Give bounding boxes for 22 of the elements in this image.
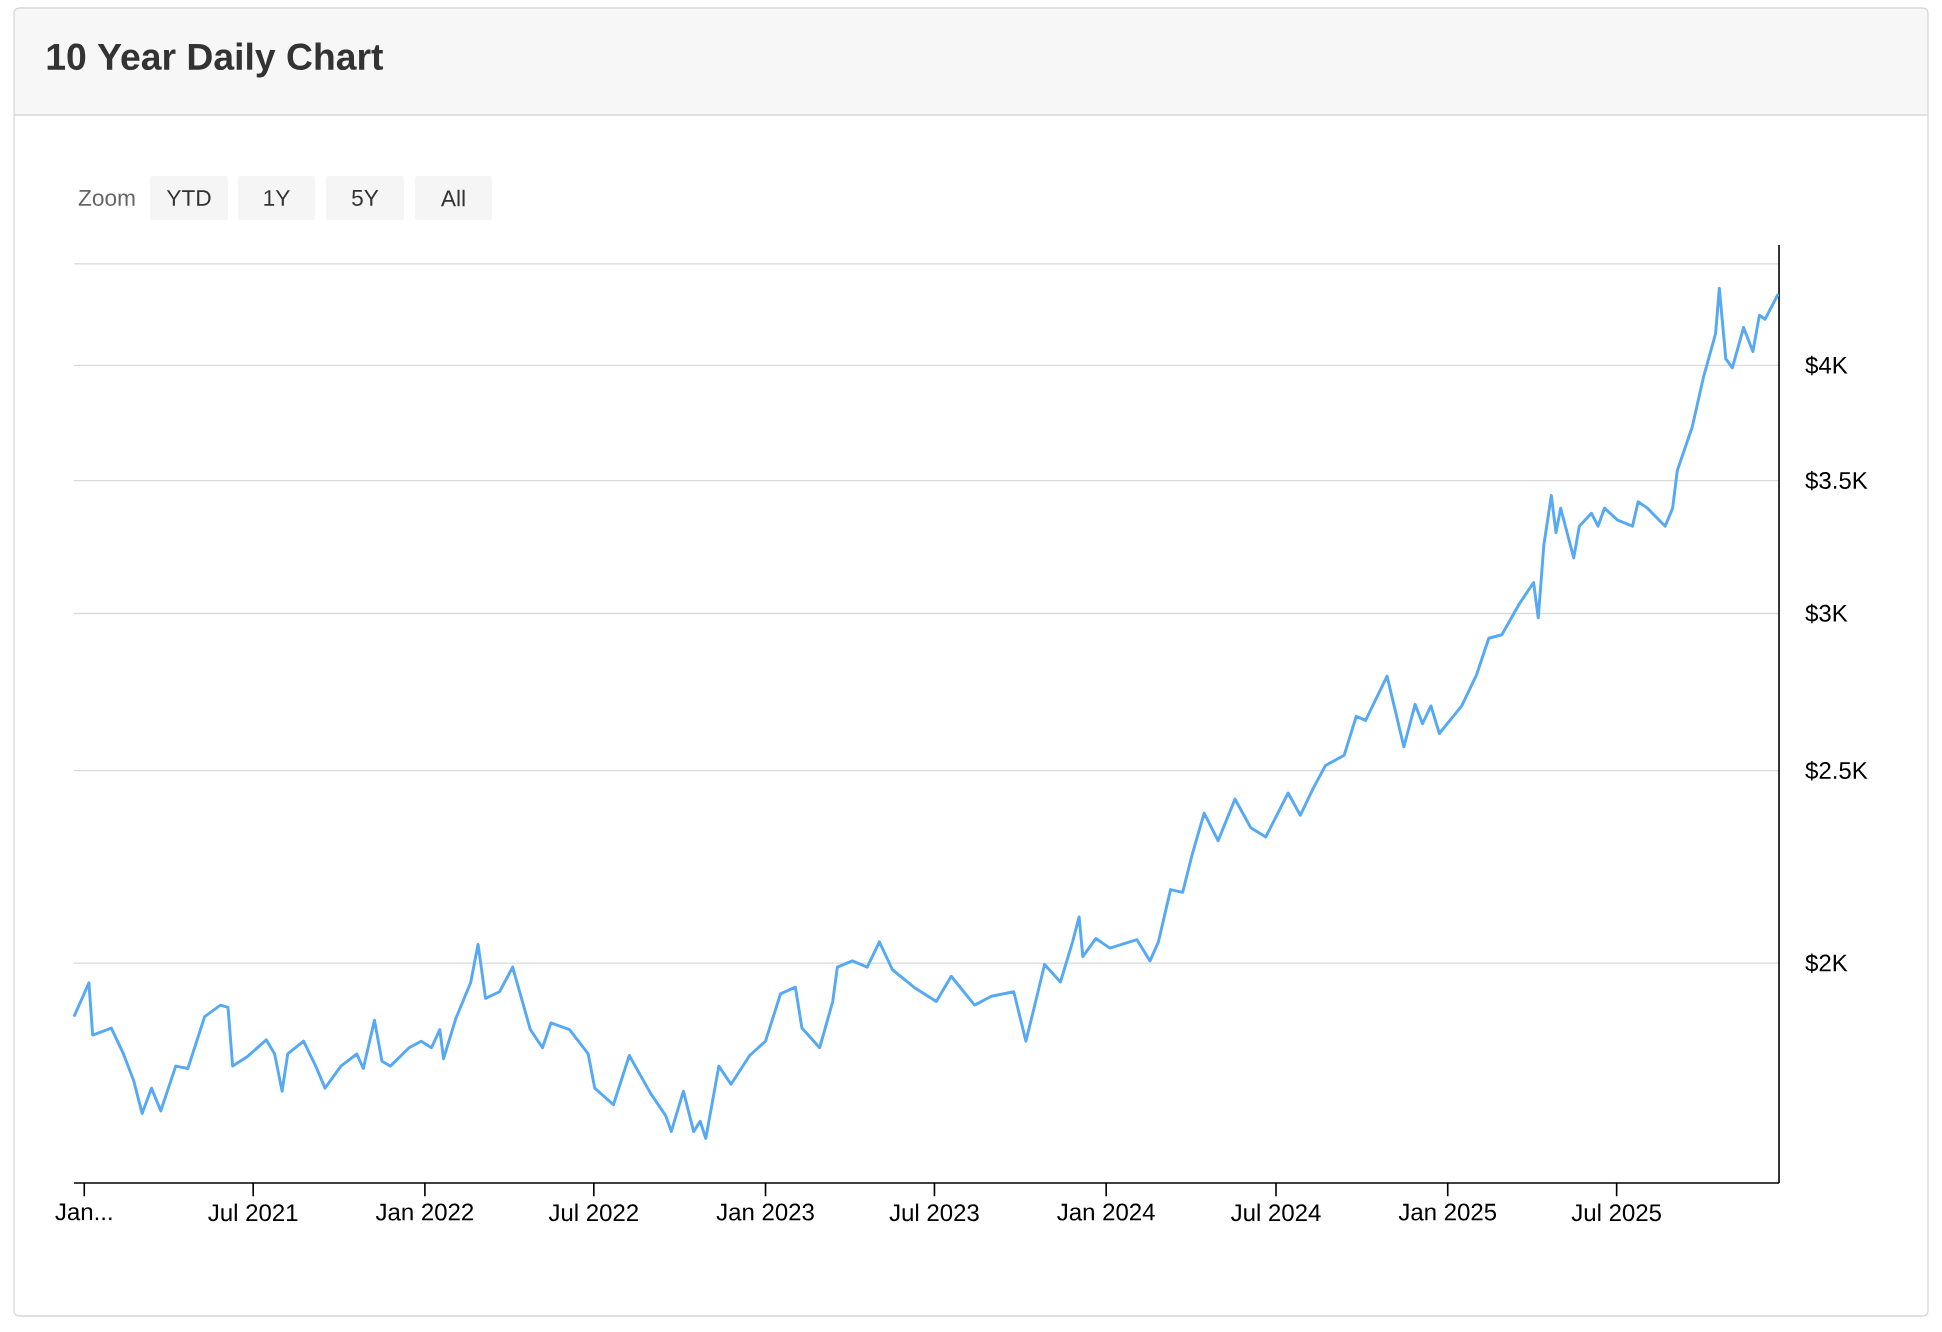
x-tick-label: Jan 2023 [716, 1203, 814, 1221]
line-series [72, 286, 1780, 1140]
text: YTD [166, 190, 211, 206]
x-tick-label: Jan 2022 [375, 1203, 474, 1221]
y-tick-label: $3.5K [1805, 470, 1868, 491]
y-tick-label: $2K [1805, 953, 1848, 973]
x-tick-label: Jul 2023 [889, 1203, 979, 1222]
chart-title: 10 Year Daily Chart [47, 42, 384, 78]
x-tick-label: Jul 2022 [548, 1203, 638, 1222]
x-tick-label: Jan 2024 [1057, 1203, 1155, 1221]
x-tick-label: Jul 2021 [208, 1203, 298, 1222]
x-tick-label: Jul 2025 [1571, 1203, 1661, 1222]
x-tick-label: Jan 2025 [1398, 1203, 1497, 1221]
x-tick-label: Jan... [55, 1203, 112, 1221]
x-tick-label: Jul 2024 [1231, 1203, 1321, 1222]
y-tick-label: $2.5K [1805, 760, 1868, 781]
y-tick-label: $4K [1805, 355, 1848, 376]
text: 5Y [352, 190, 379, 206]
text: All [440, 189, 465, 207]
text: Zoom [78, 190, 135, 206]
text: 1Y [264, 190, 290, 206]
y-tick-label: $3K [1805, 603, 1848, 624]
